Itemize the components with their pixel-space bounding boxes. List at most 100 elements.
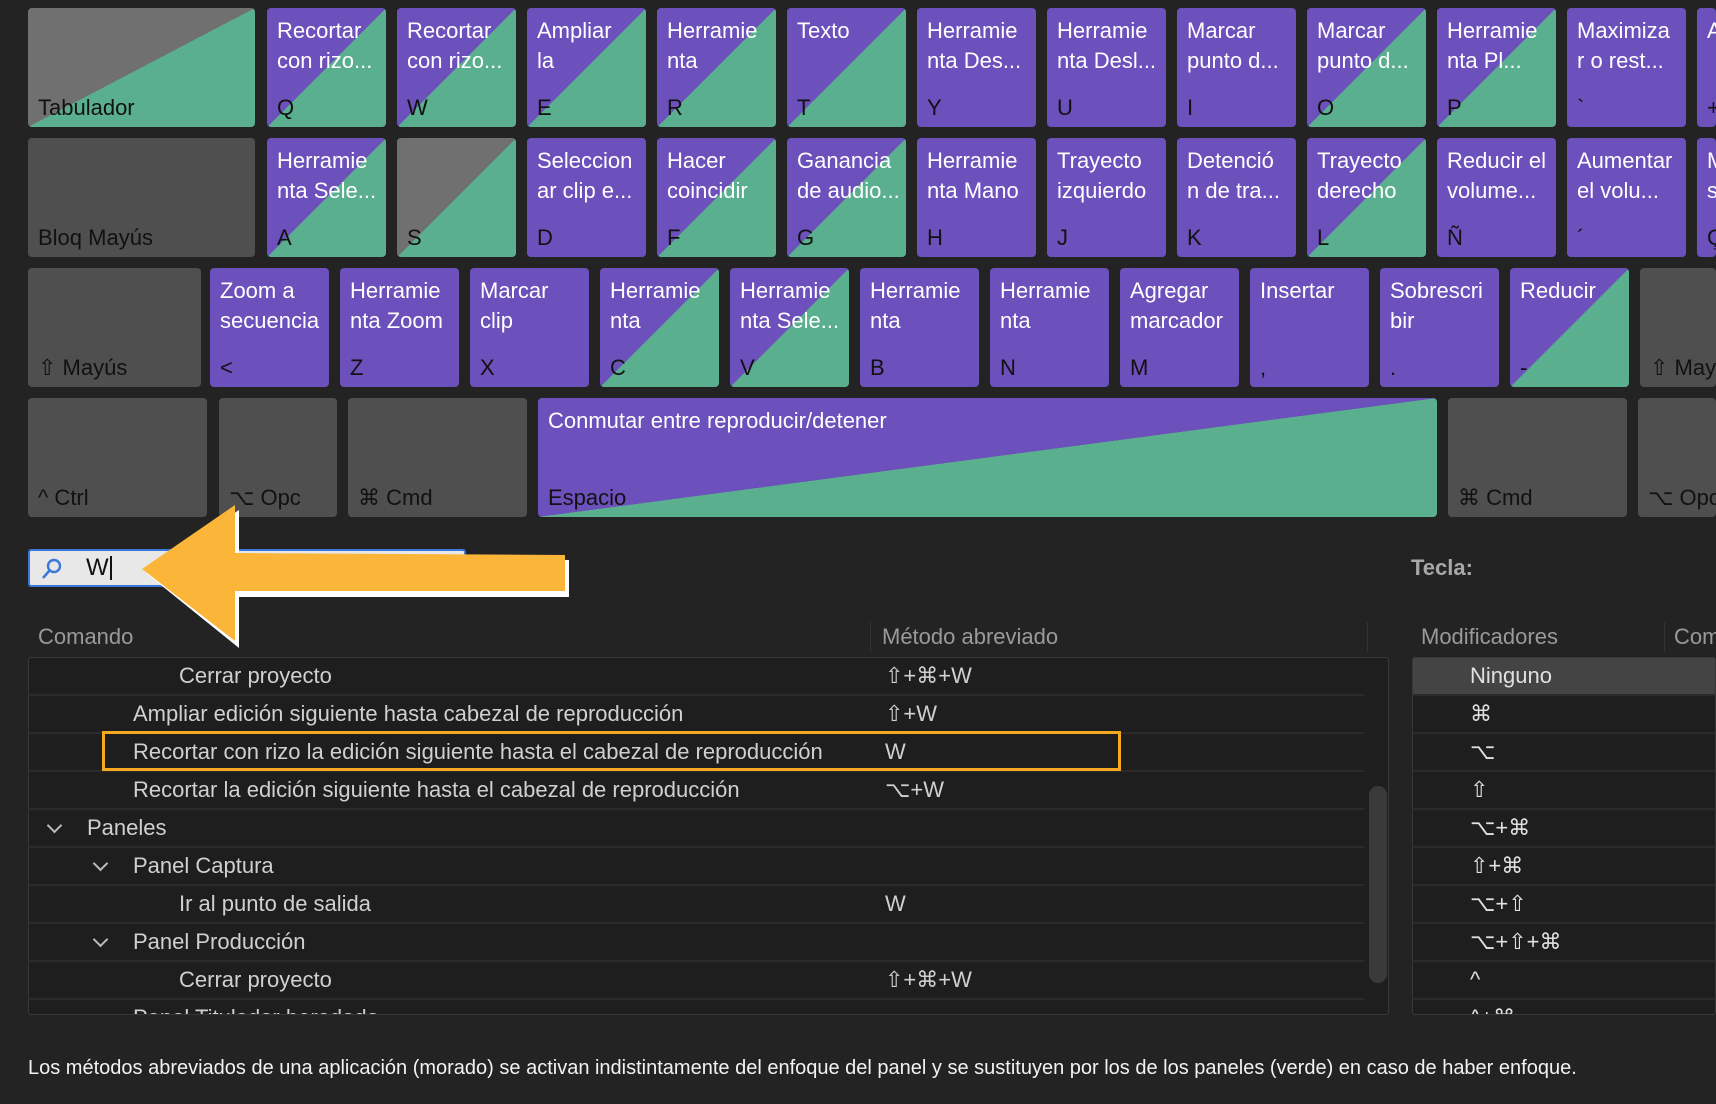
key-cap-label: O (1317, 95, 1335, 120)
chevron-down-icon[interactable] (46, 817, 63, 834)
key-cap-label: H (927, 225, 943, 250)
modifier-item[interactable]: ^+⌘ (1413, 1000, 1715, 1014)
key-command-label: Ganancia de audio... (797, 148, 900, 203)
search-input-value[interactable]: W (86, 556, 112, 580)
key-cap-label: A (277, 225, 292, 250)
key-q[interactable]: Recortar con rizo... Q (267, 8, 386, 127)
key-command-label: Marcar punto d... (1317, 18, 1409, 73)
key-cap-label: S (407, 225, 422, 250)
footer-note: Los métodos abreviados de una aplicación… (28, 1057, 1577, 1079)
column-header-command-mod[interactable]: Com (1674, 624, 1716, 649)
column-divider[interactable] (1367, 622, 1368, 652)
key-h[interactable]: Herramie nta Mano H (917, 138, 1036, 257)
key-bloqmays[interactable]: Bloq Mayús (28, 138, 255, 257)
modifier-item[interactable]: Ninguno (1413, 658, 1715, 696)
table-row[interactable]: Cerrar proyecto ⇧+⌘+W (29, 658, 1364, 696)
key-cap-label: J (1057, 225, 1068, 250)
modifier-item[interactable]: ⇧+⌘ (1413, 848, 1715, 886)
key-z[interactable]: Herramie nta Zoom Z (340, 268, 459, 387)
key-cap-label: U (1057, 95, 1073, 120)
key-c[interactable]: Herramie nta C (600, 268, 719, 387)
key-command-label: Herramie nta Desl... (1057, 18, 1157, 73)
table-group-row[interactable]: Paneles (29, 810, 1364, 848)
column-divider[interactable] (870, 622, 871, 652)
table-row[interactable]: Recortar la edición siguiente hasta el c… (29, 772, 1364, 810)
chevron-down-icon[interactable] (92, 1007, 109, 1014)
key-e[interactable]: Ampliar la E (527, 8, 646, 127)
key-symbol[interactable]: Aumentar el volu... ´ (1567, 138, 1686, 257)
key-label: Tecla: (1411, 555, 1473, 580)
key-command-label: Insertar (1260, 278, 1335, 303)
modifier-item[interactable]: ⌥+⌘ (1413, 810, 1715, 848)
key-u[interactable]: Herramie nta Desl... U (1047, 8, 1166, 127)
key-ctrl[interactable]: ^ Ctrl (28, 398, 207, 517)
column-header-modifiers[interactable]: Modificadores (1421, 624, 1558, 649)
key-t[interactable]: Texto T (787, 8, 906, 127)
chevron-down-icon[interactable] (92, 931, 109, 948)
key-cmd[interactable]: ⌘ Cmd (1448, 398, 1627, 517)
modifier-item[interactable]: ⌥+⇧ (1413, 886, 1715, 924)
key-r[interactable]: Herramie nta R (657, 8, 776, 127)
key-n[interactable]: Herramie nta N (990, 268, 1109, 387)
key-symbol[interactable]: Maximiza r o rest... ` (1567, 8, 1686, 127)
key-mays[interactable]: ⇧ Mayús (28, 268, 201, 387)
key-l[interactable]: Trayecto derecho L (1307, 138, 1426, 257)
modifier-item[interactable]: ⌘ (1413, 696, 1715, 734)
key-j[interactable]: Trayecto izquierdo J (1047, 138, 1166, 257)
table-row[interactable]: Ir al punto de salida W (29, 886, 1364, 924)
column-divider[interactable] (1664, 622, 1665, 652)
key-symbol[interactable]: Sobrescri bir. (1380, 268, 1499, 387)
key-espacio[interactable]: Conmutar entre reproducir/detener Espacio (538, 398, 1437, 517)
key-opc[interactable]: ⌥ Opc (1638, 398, 1716, 517)
column-header-command[interactable]: Comando (38, 624, 134, 649)
key-x[interactable]: Marcar clip X (470, 268, 589, 387)
table-group-row[interactable]: Panel Producción (29, 924, 1364, 962)
key-command-label: Reducir el volume... (1447, 148, 1547, 203)
key-f[interactable]: Hacer coincidir F (657, 138, 776, 257)
shortcut-value: ⇧+⌘+W (885, 663, 972, 688)
key-w[interactable]: Recortar con rizo... W (397, 8, 516, 127)
key-s[interactable]: S (397, 138, 516, 257)
modifier-item[interactable]: ⌥ (1413, 734, 1715, 772)
key-i[interactable]: Marcar punto d... I (1177, 8, 1296, 127)
key-y[interactable]: Herramie nta Des... Y (917, 8, 1036, 127)
key-ç[interactable]: M s Ç (1697, 138, 1716, 257)
key-d[interactable]: Seleccion ar clip e... D (527, 138, 646, 257)
key-cap-label: + (1707, 95, 1716, 120)
key-cap-label: Z (350, 355, 364, 380)
modifier-item[interactable]: ⇧ (1413, 772, 1715, 810)
table-group-row[interactable]: Panel Captura (29, 848, 1364, 886)
key-b[interactable]: Herramie nta B (860, 268, 979, 387)
table-group-row[interactable]: Panel Titulador heredado (29, 1000, 1364, 1014)
key-opc[interactable]: ⌥ Opc (219, 398, 337, 517)
key-a[interactable]: Herramie nta Sele... A (267, 138, 386, 257)
key-symbol[interactable]: Zoom a secuencia < (210, 268, 329, 387)
modifier-item[interactable]: ^ (1413, 962, 1715, 1000)
command-name: Panel Captura (133, 853, 274, 878)
table-row[interactable]: Cerrar proyecto ⇧+⌘+W (29, 962, 1364, 1000)
key-k[interactable]: Detenció n de tra... K (1177, 138, 1296, 257)
modifier-item[interactable]: ⌥+⇧+⌘ (1413, 924, 1715, 962)
key-cap-label: V (740, 355, 755, 380)
key-cmd[interactable]: ⌘ Cmd (348, 398, 527, 517)
key-g[interactable]: Ganancia de audio... G (787, 138, 906, 257)
key-p[interactable]: Herramie nta Pl... P (1437, 8, 1556, 127)
key-ñ[interactable]: Reducir el volume... Ñ (1437, 138, 1556, 257)
key-m[interactable]: Agregar marcador M (1120, 268, 1239, 387)
command-name: Ampliar edición siguiente hasta cabezal … (133, 701, 684, 726)
key-mays[interactable]: ⇧ Mayús (1640, 268, 1716, 387)
key-v[interactable]: Herramie nta Sele... V (730, 268, 849, 387)
chevron-down-icon[interactable] (92, 855, 109, 872)
key-o[interactable]: Marcar punto d... O (1307, 8, 1426, 127)
key-symbol[interactable]: Insertar, (1250, 268, 1369, 387)
key-cap-label: Ñ (1447, 225, 1463, 250)
scrollbar-thumb[interactable] (1369, 786, 1387, 983)
table-row[interactable]: Recortar con rizo la edición siguiente h… (29, 734, 1364, 772)
column-header-shortcut[interactable]: Método abreviado (882, 624, 1059, 649)
key-cap-label: ⌥ Opc (1648, 485, 1716, 510)
key-cap-label: D (537, 225, 553, 250)
key-symbol[interactable]: A + (1697, 8, 1716, 127)
table-row[interactable]: Ampliar edición siguiente hasta cabezal … (29, 696, 1364, 734)
key-tabulador[interactable]: Tabulador (28, 8, 255, 127)
key-symbol[interactable]: Reducir - (1510, 268, 1629, 387)
